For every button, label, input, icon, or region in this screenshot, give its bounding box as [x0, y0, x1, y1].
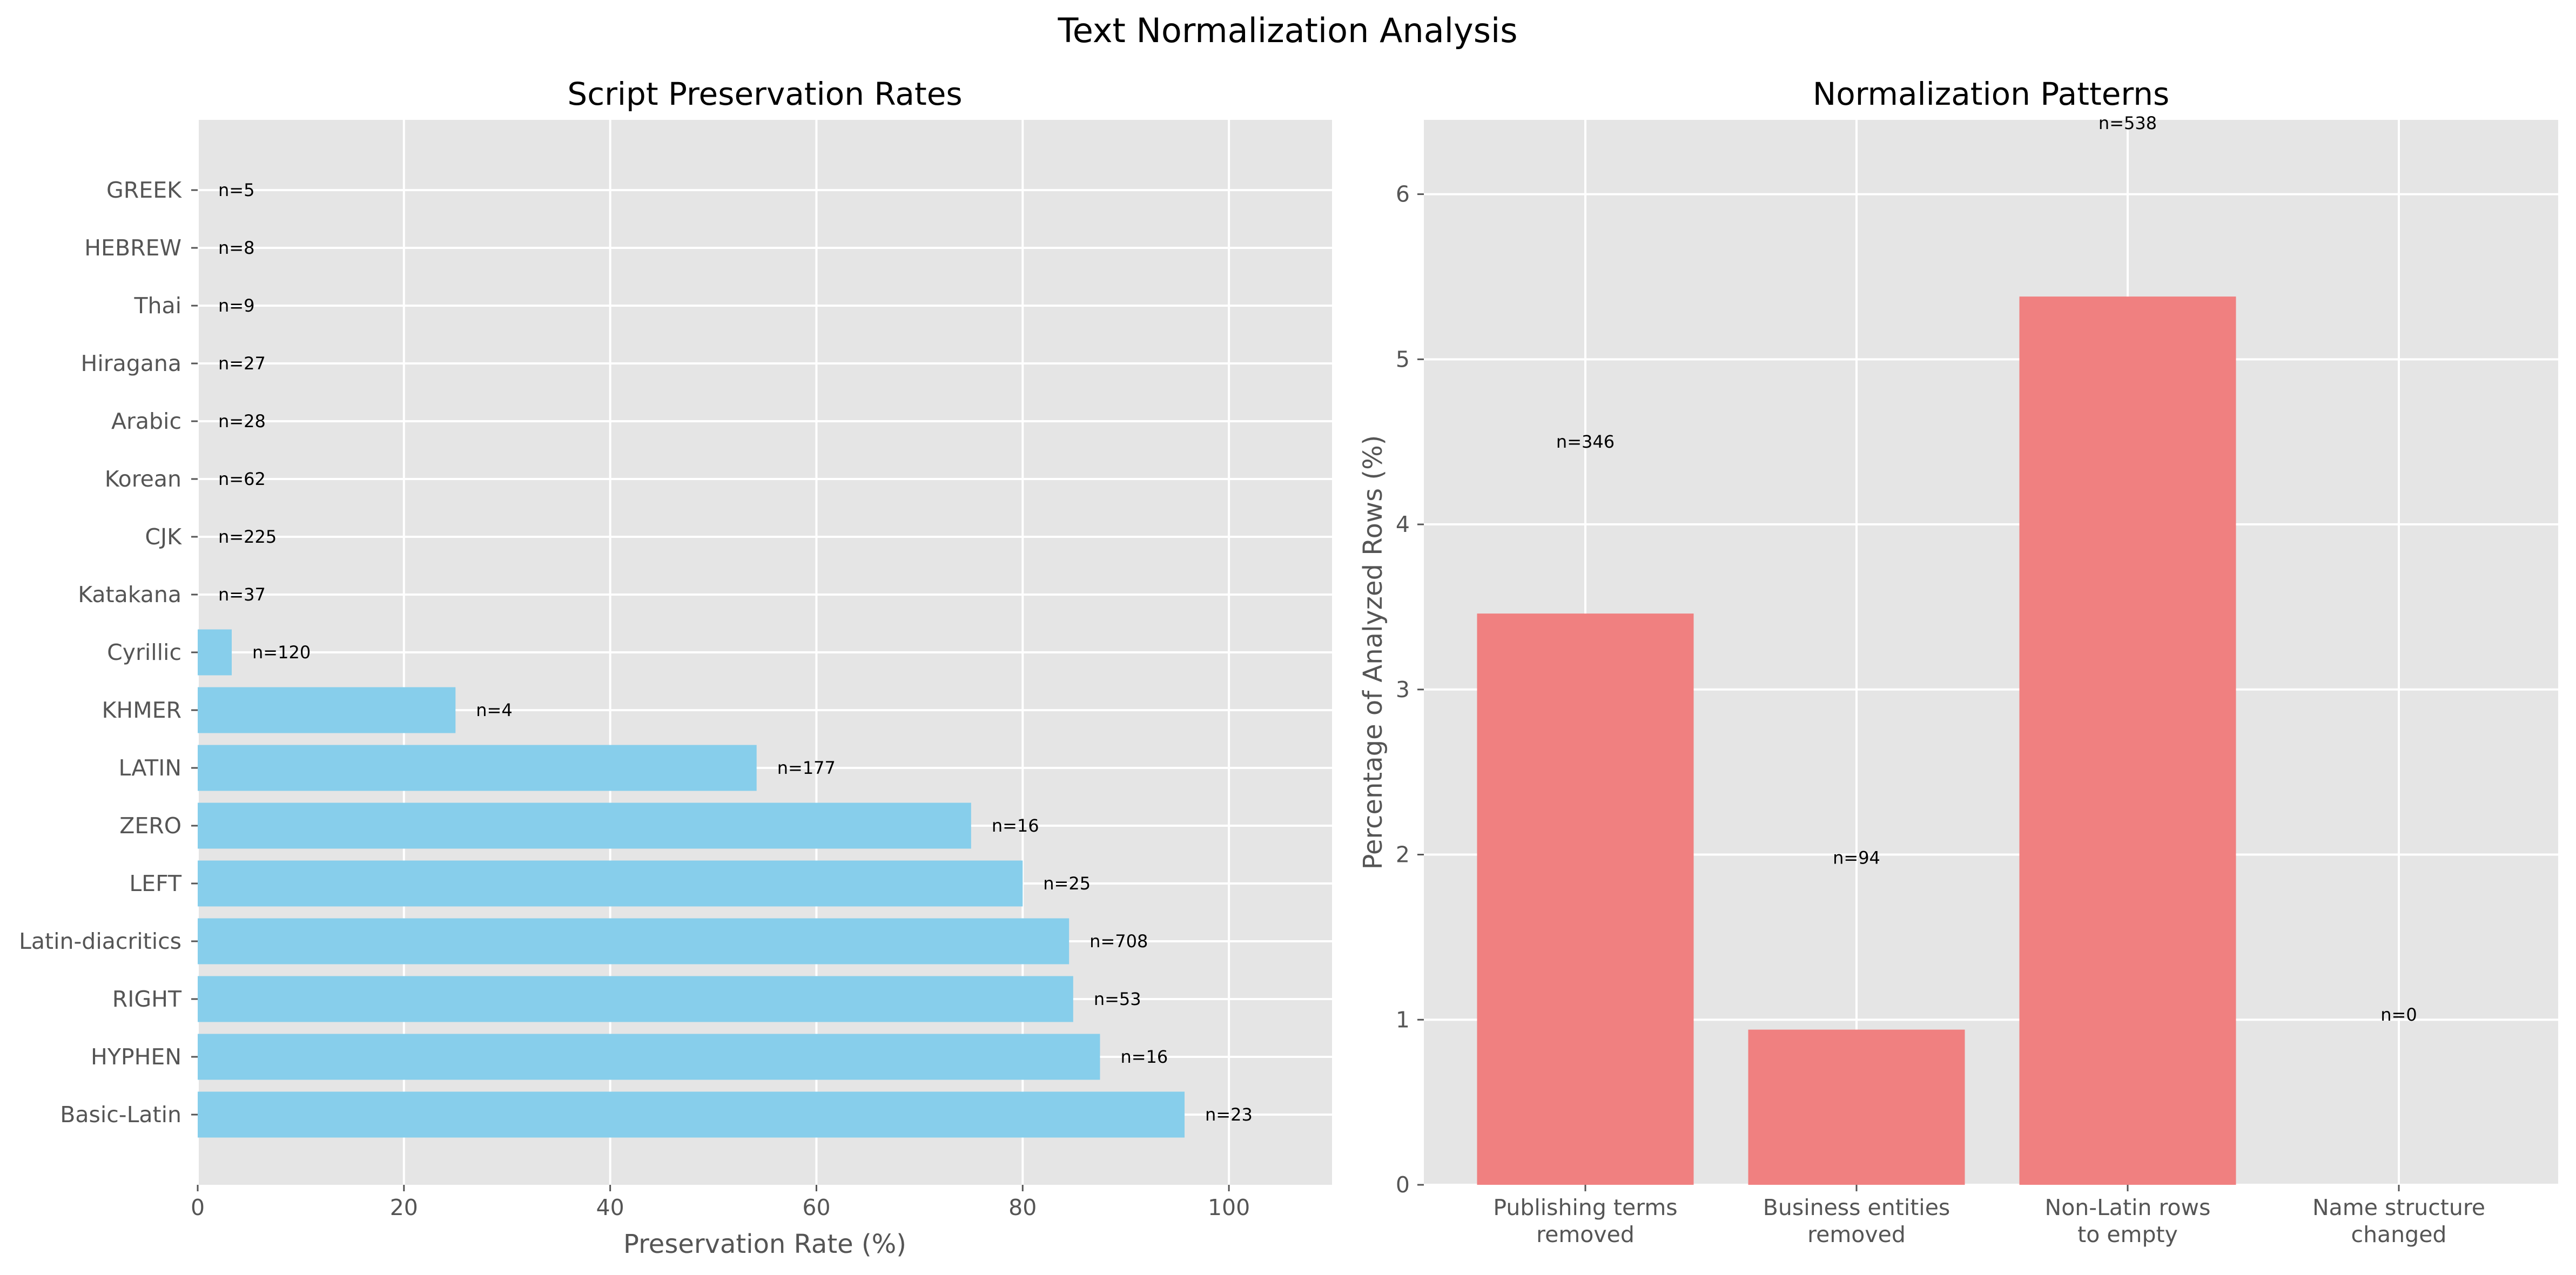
preservation-count-labels: n=5 n=8 n=9 n=27 n=28 n=62 n=225 n=37 n=120 n=4 n=… [218, 180, 1253, 1125]
patterns-y-tick-label: 3 [1396, 677, 1410, 703]
preservation-bar [198, 1091, 1185, 1138]
preservation-count-label: n=16 [1120, 1047, 1168, 1067]
preservation-x-tick-label: 0 [191, 1195, 205, 1220]
preservation-chart-title: Script Preservation Rates [567, 76, 962, 112]
preservation-count-label: n=708 [1089, 931, 1148, 952]
preservation-x-tick-label: 40 [596, 1195, 624, 1220]
preservation-x-tick-label: 20 [390, 1195, 418, 1220]
preservation-count-label: n=9 [218, 295, 254, 316]
patterns-x-tick-label: Business entities [1763, 1195, 1951, 1220]
preservation-count-label: n=120 [252, 642, 311, 663]
patterns-x-tick-label: changed [2351, 1222, 2447, 1247]
patterns-x-tick-label: Name structure [2312, 1195, 2485, 1220]
preservation-y-tick-label: HYPHEN [91, 1044, 181, 1070]
patterns-bar [1748, 1029, 1965, 1185]
preservation-bar [198, 860, 1023, 907]
preservation-y-tick-label: Basic-Latin [60, 1102, 181, 1128]
preservation-y-tick-label: Latin-diacritics [19, 928, 181, 954]
patterns-chart: n=346 n=94 n=538 n=0 0 1 2 3 4 5 6 Publishing ter… [1358, 76, 2558, 1247]
preservation-y-tick-label: RIGHT [112, 986, 182, 1012]
preservation-count-label: n=225 [218, 527, 277, 547]
patterns-bar [2019, 296, 2236, 1185]
preservation-count-label: n=23 [1205, 1104, 1253, 1125]
preservation-count-label: n=5 [218, 180, 254, 200]
patterns-y-tick-label: 4 [1396, 511, 1410, 537]
preservation-x-tick-label: 60 [802, 1195, 830, 1220]
preservation-count-label: n=16 [992, 815, 1039, 836]
preservation-y-tick-label: GREEK [106, 177, 182, 203]
preservation-chart: n=5 n=8 n=9 n=27 n=28 n=62 n=225 n=37 n=120 n=4 n=… [19, 76, 1332, 1259]
patterns-y-tick-label: 2 [1396, 842, 1410, 868]
preservation-y-tick-label: Arabic [111, 408, 181, 434]
preservation-count-label: n=28 [218, 411, 266, 431]
preservation-bar [198, 802, 971, 849]
patterns-count-label: n=0 [2380, 1004, 2417, 1025]
preservation-count-label: n=8 [218, 238, 254, 258]
patterns-x-tick-label: Non-Latin rows [2045, 1195, 2211, 1220]
preservation-y-tick-label: Korean [105, 466, 181, 492]
preservation-y-tick-label: Thai [133, 293, 181, 319]
preservation-y-tick-label: CJK [145, 524, 182, 550]
patterns-chart-title: Normalization Patterns [1813, 76, 2169, 112]
patterns-x-tick-label: removed [1536, 1222, 1635, 1247]
patterns-bar [1477, 613, 1694, 1185]
patterns-y-tick-label: 1 [1396, 1007, 1410, 1033]
patterns-count-label: n=94 [1833, 848, 1880, 868]
preservation-bar [198, 687, 456, 733]
preservation-bar [198, 976, 1073, 1022]
preservation-bars [198, 629, 1185, 1138]
preservation-x-tick-label: 100 [1208, 1195, 1250, 1220]
preservation-y-tick-label: Katakana [78, 582, 181, 608]
patterns-count-labels: n=346 n=94 n=538 n=0 [1556, 113, 2417, 1025]
preservation-count-label: n=27 [218, 353, 266, 374]
preservation-bar [198, 745, 757, 791]
preservation-y-tick-label: LATIN [119, 755, 181, 781]
patterns-x-tick-label: to empty [2077, 1222, 2178, 1247]
patterns-bars [1477, 296, 2236, 1185]
preservation-y-tick-label: ZERO [119, 813, 181, 839]
preservation-rate-ticks: 0 20 40 60 80 100 [191, 1185, 1250, 1220]
preservation-count-label: n=62 [218, 469, 266, 489]
patterns-y-axis-label: Percentage of Analyzed Rows (%) [1358, 435, 1388, 870]
preservation-y-tick-label: HEBREW [84, 235, 181, 261]
preservation-bar [198, 1034, 1100, 1080]
preservation-y-tick-label: LEFT [129, 871, 182, 896]
preservation-count-label: n=37 [218, 584, 266, 605]
preservation-count-label: n=4 [476, 700, 512, 720]
preservation-x-tick-label: 80 [1008, 1195, 1037, 1220]
figure-title: Text Normalization Analysis [1057, 11, 1517, 50]
preservation-x-axis-label: Preservation Rate (%) [623, 1229, 906, 1259]
preservation-bar [198, 918, 1070, 964]
preservation-y-tick-label: Hiragana [81, 350, 181, 376]
patterns-percent-ticks: 0 1 2 3 4 5 6 [1396, 181, 1424, 1198]
patterns-y-tick-label: 0 [1396, 1172, 1410, 1198]
patterns-y-tick-label: 5 [1396, 346, 1410, 372]
preservation-count-label: n=25 [1043, 873, 1091, 894]
preservation-y-tick-label: KHMER [102, 697, 181, 723]
patterns-x-tick-label: removed [1807, 1222, 1906, 1247]
preservation-bar [198, 629, 232, 676]
patterns-y-tick-label: 6 [1396, 181, 1410, 207]
patterns-count-label: n=346 [1556, 431, 1615, 452]
preservation-count-label: n=53 [1094, 989, 1141, 1009]
preservation-category-ticks: GREEK HEBREW Thai Hiragana Arabic Korean CJK Ka… [19, 177, 198, 1128]
preservation-count-label: n=177 [777, 758, 836, 778]
preservation-y-tick-label: Cyrillic [107, 639, 181, 665]
patterns-x-tick-label: Publishing terms [1493, 1195, 1677, 1220]
patterns-count-label: n=538 [2099, 113, 2157, 133]
